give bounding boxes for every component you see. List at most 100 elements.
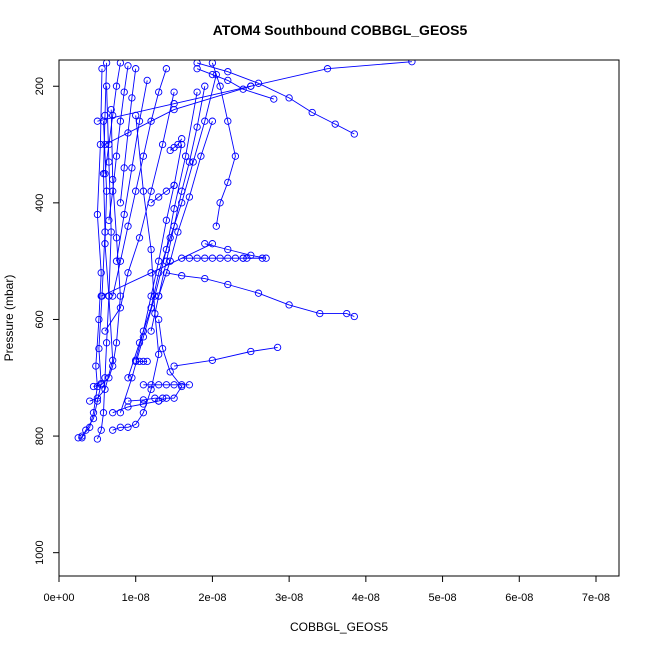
data-point-4-4 [105, 292, 113, 300]
series-line-4 [89, 121, 114, 402]
data-point-11-0 [170, 362, 178, 370]
x-tick-label-5: 5e-08 [428, 592, 456, 604]
series-line-11 [174, 346, 278, 367]
data-point-3-1 [97, 381, 105, 389]
plot-series-group [78, 61, 412, 440]
data-point-15-4 [408, 60, 416, 66]
data-point-6-6 [185, 381, 194, 389]
data-point-17-5 [170, 205, 178, 213]
data-point-10-8 [350, 312, 358, 321]
data-point-3-2 [105, 374, 113, 382]
data-point-18-6 [189, 158, 197, 166]
data-point-6-0 [139, 381, 148, 389]
data-point-18-2 [147, 304, 155, 312]
data-point-32-1 [170, 100, 178, 108]
data-point-33-1 [147, 269, 155, 277]
data-point-0-11 [102, 60, 111, 67]
data-point-25-1 [120, 164, 128, 172]
series-line-29 [150, 185, 175, 204]
y-tick-label-4: 1000 [34, 540, 46, 564]
data-point-5-7 [151, 309, 159, 318]
data-point-25-4 [132, 65, 140, 73]
data-point-17-4 [162, 245, 171, 254]
data-point-21-3 [170, 222, 178, 230]
data-point-3-3 [109, 362, 117, 370]
data-point-1-3 [93, 382, 102, 391]
data-point-20-0 [132, 357, 140, 366]
data-point-19-1 [139, 327, 148, 335]
data-point-33-0 [97, 292, 105, 300]
y-tick-label-0: 200 [34, 77, 46, 95]
data-point-26-3 [116, 117, 125, 125]
y-tick-label-1: 400 [34, 194, 46, 212]
data-point-32-2 [247, 82, 255, 90]
data-point-10-5 [285, 301, 293, 309]
x-axis-label: COBBGL_GEOS5 [290, 620, 388, 634]
data-point-23-5 [147, 117, 155, 125]
data-point-9-1 [224, 245, 232, 254]
data-point-7-1 [162, 394, 171, 402]
data-point-6-4 [170, 381, 178, 389]
data-point-29-0 [147, 199, 155, 207]
data-point-9-3 [262, 254, 270, 262]
series-line-13 [196, 62, 355, 135]
x-tick-label-7: 7e-08 [582, 592, 610, 604]
data-point-27-1 [105, 140, 113, 149]
data-point-8-6 [224, 254, 232, 262]
data-point-17-7 [193, 88, 201, 96]
series-line-2 [96, 86, 112, 440]
series-line-33 [101, 243, 213, 297]
data-point-10-4 [254, 289, 263, 297]
series-line-12 [196, 68, 274, 100]
data-point-30-0 [109, 409, 117, 417]
data-point-14-1 [216, 82, 224, 90]
series-line-24 [116, 80, 148, 262]
series-line-25 [119, 68, 137, 203]
data-point-10-6 [316, 309, 324, 318]
data-point-8-7 [231, 254, 240, 262]
y-axis: 200 400 600 800 1000 [34, 77, 60, 565]
data-point-26-1 [109, 187, 117, 195]
data-point-5-10 [132, 111, 140, 120]
series-line-14 [211, 62, 236, 227]
data-point-18-7 [201, 117, 209, 125]
data-point-29-3 [170, 181, 178, 190]
data-point-13-2 [254, 79, 263, 87]
data-point-11-2 [247, 347, 255, 356]
data-point-0-6 [95, 344, 103, 353]
data-point-10-2 [201, 274, 209, 283]
data-point-23-0 [109, 292, 117, 300]
data-point-33-2 [208, 240, 217, 248]
data-point-10-1 [178, 272, 186, 280]
x-tick-label-4: 4e-08 [352, 592, 380, 604]
data-point-15-3 [323, 65, 332, 73]
data-point-32-0 [93, 117, 102, 125]
data-point-25-0 [116, 199, 125, 207]
data-point-22-5 [208, 117, 217, 125]
data-point-7-2 [170, 394, 178, 402]
data-point-5-6 [155, 350, 163, 359]
series-line-18 [127, 74, 217, 378]
data-point-5-8 [147, 245, 155, 254]
data-point-8-0 [178, 254, 186, 262]
plot-frame [58, 59, 620, 577]
data-point-4-2 [101, 385, 109, 394]
data-point-6-3 [162, 381, 171, 389]
data-point-2-3 [101, 374, 109, 382]
data-point-29-2 [162, 187, 171, 195]
data-point-18-1 [135, 339, 144, 347]
data-point-20-1 [135, 357, 144, 366]
data-point-1-8 [96, 140, 105, 149]
data-point-28-3 [178, 135, 186, 143]
data-point-16-1 [116, 304, 125, 312]
data-point-2-7 [105, 158, 113, 166]
data-point-24-2 [128, 164, 136, 172]
data-point-24-0 [112, 257, 121, 265]
data-point-23-7 [162, 65, 171, 73]
data-point-27-2 [109, 111, 117, 120]
data-point-15-1 [170, 105, 178, 114]
data-point-5-2 [124, 423, 132, 431]
data-point-20-3 [143, 357, 151, 366]
data-point-1-4 [92, 362, 100, 370]
